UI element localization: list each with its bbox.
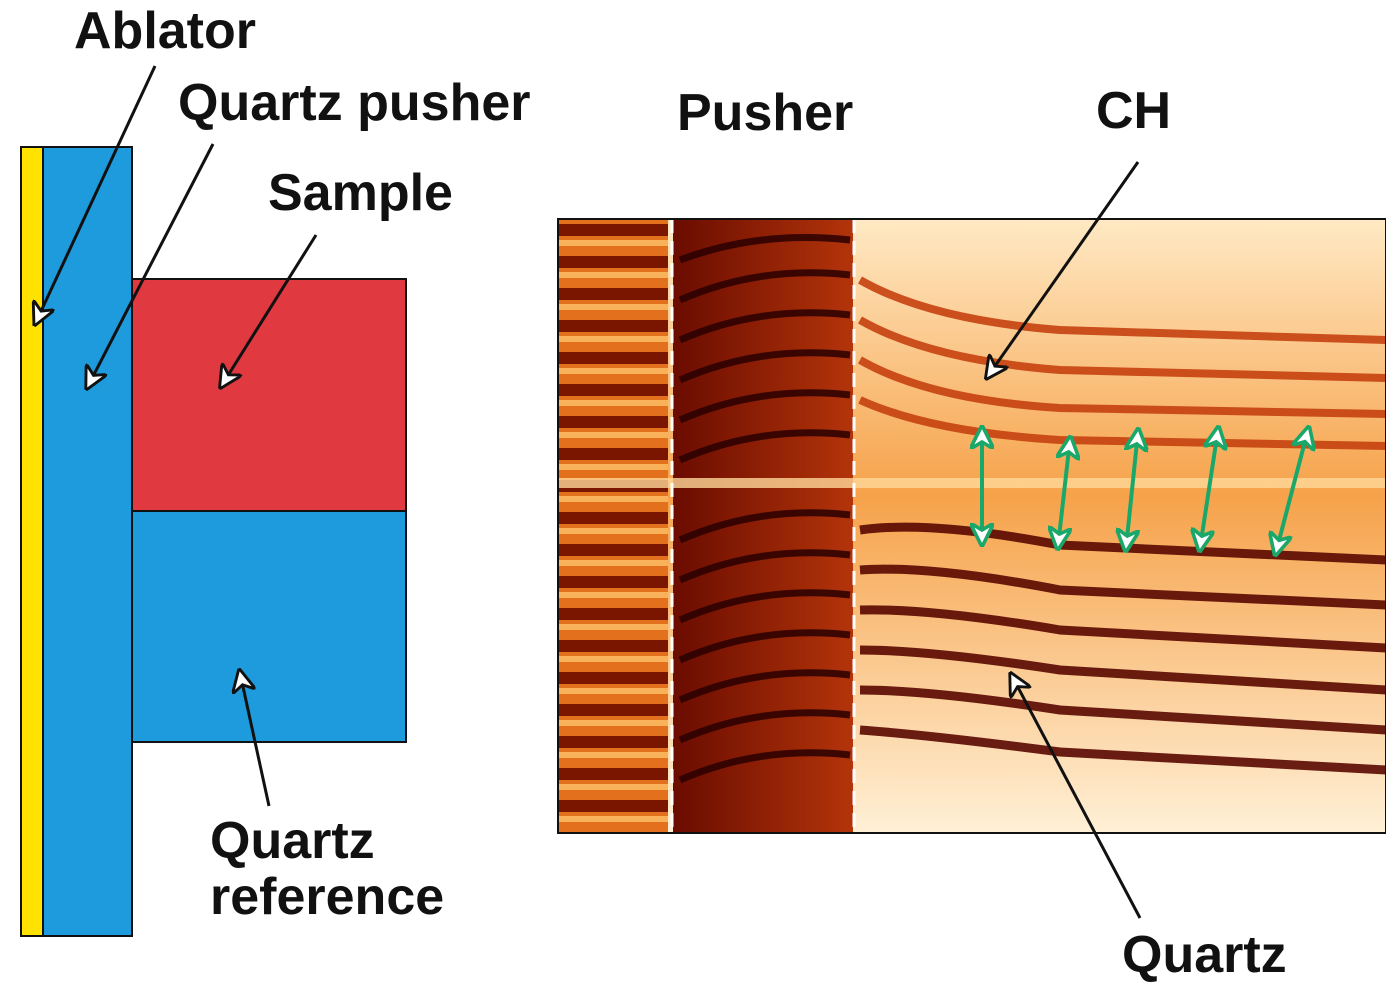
ablator-layer bbox=[20, 146, 44, 937]
quartz-pusher-block bbox=[42, 146, 133, 937]
ch-label: CH bbox=[1096, 82, 1172, 140]
ablator-arrow bbox=[36, 65, 157, 322]
sample-arrow bbox=[222, 234, 318, 385]
quartz-reference-arrow bbox=[240, 673, 271, 807]
pusher-label: Pusher bbox=[677, 84, 854, 142]
sample-label: Sample bbox=[268, 164, 453, 222]
quartz-label: Quartz bbox=[1122, 926, 1287, 984]
fringe-shift-arrows bbox=[982, 430, 1308, 552]
quartz-pusher-label: Quartz pusher bbox=[178, 74, 531, 132]
quartz-arrow bbox=[1012, 676, 1142, 919]
sample-block bbox=[131, 278, 407, 512]
ablator-label: Ablator bbox=[74, 2, 256, 60]
quartz-reference-block bbox=[131, 510, 407, 743]
ch-arrow bbox=[988, 161, 1140, 376]
quartz-reference-label-line2: reference bbox=[210, 868, 445, 926]
quartz-pusher-arrow bbox=[88, 143, 215, 386]
quartz-reference-label-line1: Quartz bbox=[210, 812, 375, 870]
interferogram-image bbox=[557, 218, 1386, 834]
